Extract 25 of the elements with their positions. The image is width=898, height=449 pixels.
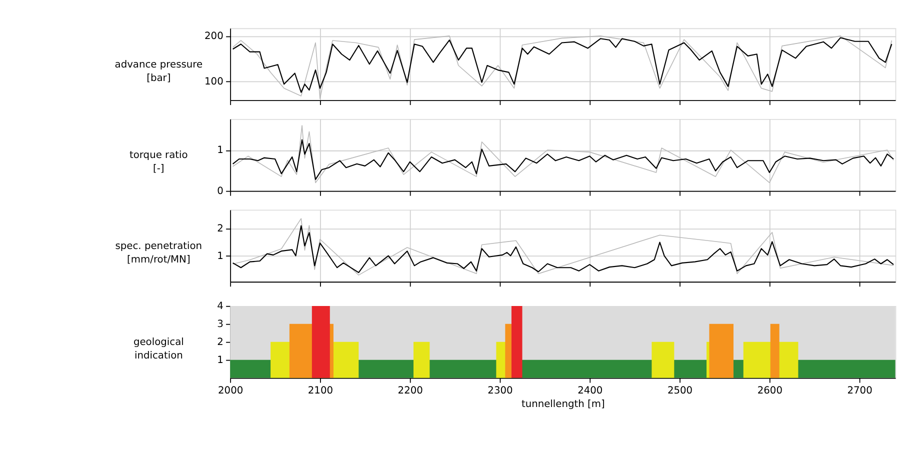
x-tick-label: 2700 [847,386,872,397]
y-tick-label: 100 [204,76,224,88]
y-tick-label: 4 [217,301,224,312]
y-tick-label: 200 [204,31,224,42]
x-tick-label: 2000 [218,386,244,397]
y-axis-title: geological indication [133,337,184,362]
y-tick-label: 1 [217,250,224,262]
x-tick-label: 2300 [488,386,513,397]
line-series [232,125,894,184]
y-tick-label: 0 [217,186,224,198]
y-tick-label: 3 [217,319,224,330]
x-tick-label: 2200 [398,386,423,397]
y-tick-label: 2 [217,223,224,234]
line-series [232,218,894,276]
y-tick-label: 1 [217,145,224,156]
y-axis-title: spec. penetration [mm/rot/MN] [115,240,202,266]
x-tick-label: 2400 [578,386,603,397]
x-tick-label: 2500 [667,386,693,397]
x-tick-label: 2100 [308,386,334,397]
y-tick-label: 2 [217,337,224,348]
x-tick-label: 2600 [757,386,782,397]
y-axis-title: advance pressure [bar] [114,59,203,84]
x-axis-title: tunnellength [m] [521,399,605,410]
y-tick-label: 1 [217,355,224,366]
y-axis-title: torque ratio [-] [130,150,188,175]
